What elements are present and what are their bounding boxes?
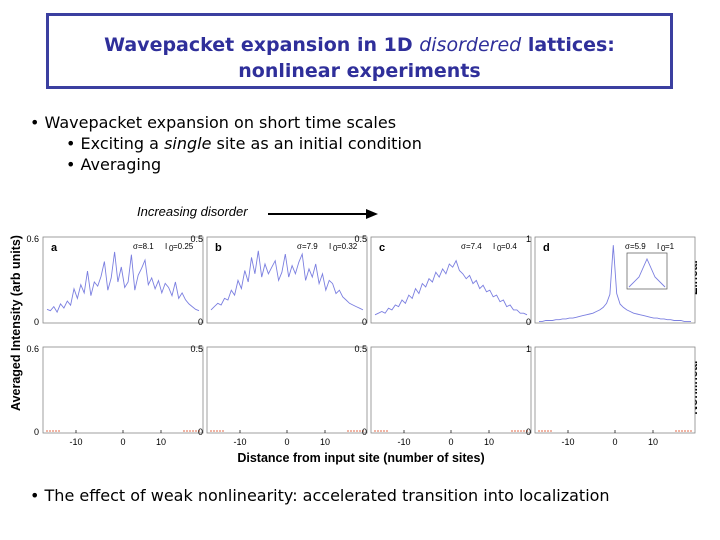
title-part2: lattices:	[521, 34, 615, 56]
panel-frame-nonlinear-d	[534, 346, 696, 434]
x-tick-label: 10	[484, 437, 494, 447]
y-tick-min: 0	[526, 427, 531, 437]
x-tick-label: -10	[561, 437, 574, 447]
x-tick-label: 0	[448, 437, 453, 447]
linear-series-b	[210, 250, 364, 311]
panel-frame-nonlinear-a	[42, 346, 204, 434]
intensity-value-b: =0.32	[337, 242, 358, 251]
x-tick-label: -10	[233, 437, 246, 447]
y-tick-min: 0	[362, 427, 367, 437]
y-tick-max: 0.6	[26, 344, 39, 354]
sigma-label-b: σ=7.9	[297, 242, 318, 251]
title-part1: Wavepacket expansion in 1D	[104, 34, 420, 56]
sigma-label-a: σ=8.1	[133, 242, 154, 251]
bullet-3: • Averaging	[66, 155, 162, 174]
intensity-symbol-d: I	[657, 242, 659, 251]
title-line2: nonlinear experiments	[238, 60, 481, 82]
intensity-subscript-d: 0	[661, 244, 666, 253]
linear-series-a	[46, 251, 200, 314]
intensity-symbol-c: I	[493, 242, 495, 251]
intensity-subscript-c: 0	[497, 244, 502, 253]
x-tick-label: -10	[397, 437, 410, 447]
y-axis-label: Averaged Intensity (arb units)	[9, 235, 23, 411]
sigma-label-c: σ=7.4	[461, 242, 482, 251]
intensity-subscript-b: 0	[333, 244, 338, 253]
inset-series	[628, 257, 666, 288]
y-tick-max: 0.5	[354, 344, 367, 354]
panels-group: 0.60a σ=8.1 I 0 =0.250.60-10 0 100.50b σ=7.9 I 0 =…	[26, 234, 696, 447]
y-tick-max: 1	[526, 344, 531, 354]
intensity-subscript-a: 0	[169, 244, 174, 253]
bullet-1-text: Wavepacket expansion on short time scale…	[44, 113, 397, 132]
disorder-arrow-head	[366, 209, 378, 219]
bullet-2: • Exciting a single site as an initial c…	[66, 134, 422, 153]
title-italic: disordered	[419, 34, 522, 56]
linear-series-d	[539, 245, 691, 322]
intensity-value-d: =1	[665, 242, 675, 251]
x-tick-label: 10	[156, 437, 166, 447]
intensity-value-c: =0.4	[501, 242, 517, 251]
bullet-2-pre: Exciting a	[80, 134, 165, 153]
panel-frame-linear-d	[534, 236, 696, 324]
y-tick-min: 0	[362, 317, 367, 327]
panel-frame-linear-c	[370, 236, 532, 324]
intensity-symbol-a: I	[165, 242, 167, 251]
x-axis-label: Distance from input site (number of site…	[237, 451, 484, 465]
panel-letter-b: b	[215, 242, 222, 254]
y-tick-min: 0	[34, 317, 39, 327]
x-tick-label: 10	[648, 437, 658, 447]
bullet-2-post: site as an initial condition	[211, 134, 422, 153]
panel-frame-nonlinear-b	[206, 346, 368, 434]
y-tick-max: 0.6	[26, 234, 39, 244]
panel-letter-c: c	[379, 242, 385, 254]
intensity-value-a: =0.25	[173, 242, 194, 251]
intensity-symbol-b: I	[329, 242, 331, 251]
title-box: Wavepacket expansion in 1D disordered la…	[46, 13, 673, 89]
intensity-figure: Increasing disorder Averaged Intensity (…	[9, 204, 700, 465]
y-tick-min: 0	[198, 317, 203, 327]
bullet-2-italic: single	[164, 134, 212, 153]
panel-letter-d: d	[543, 242, 550, 254]
slide-title: Wavepacket expansion in 1D disordered la…	[49, 32, 670, 84]
y-tick-min: 0	[198, 427, 203, 437]
panel-letter-a: a	[51, 242, 58, 254]
x-tick-label: -10	[69, 437, 82, 447]
arrow-label: Increasing disorder	[137, 204, 248, 219]
x-tick-label: 10	[320, 437, 330, 447]
y-tick-min: 0	[526, 317, 531, 327]
y-tick-min: 0	[34, 427, 39, 437]
x-tick-label: 0	[612, 437, 617, 447]
bullet-1: • Wavepacket expansion on short time sca…	[30, 113, 397, 132]
x-tick-label: 0	[284, 437, 289, 447]
y-tick-max: 0.5	[354, 234, 367, 244]
y-tick-max: 1	[526, 234, 531, 244]
y-tick-max: 0.5	[190, 234, 203, 244]
x-tick-label: 0	[120, 437, 125, 447]
sigma-label-d: σ=5.9	[625, 242, 646, 251]
linear-series-c	[374, 259, 528, 316]
y-tick-max: 0.5	[190, 344, 203, 354]
panel-frame-linear-b	[206, 236, 368, 324]
panel-frame-nonlinear-c	[370, 346, 532, 434]
bullet-4: • The effect of weak nonlinearity: accel…	[30, 486, 610, 505]
bullet-4-text: The effect of weak nonlinearity: acceler…	[44, 486, 610, 505]
bullet-3-text: Averaging	[80, 155, 162, 174]
